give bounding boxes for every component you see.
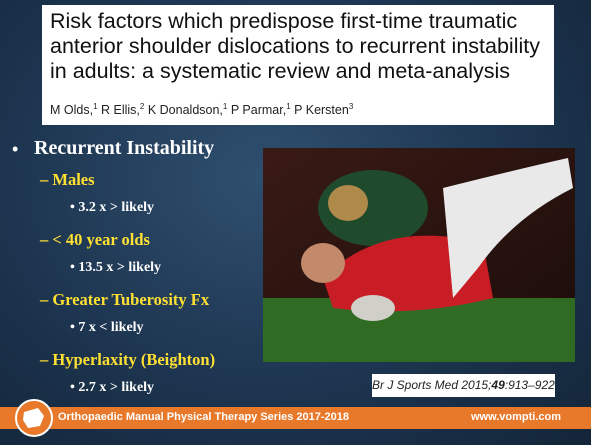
sub-bullet-label: Greater Tuberosity Fx	[52, 290, 209, 309]
author-name: R Ellis,	[101, 103, 140, 117]
author-name: P Kersten	[294, 103, 349, 117]
detail-bullet: • 13.5 x > likely	[70, 260, 161, 276]
sub-bullet-label: < 40 year olds	[52, 230, 150, 249]
sub-bullet: – Hyperlaxity (Beighton)	[40, 350, 215, 370]
footer-bar: Orthopaedic Manual Physical Therapy Seri…	[0, 407, 591, 429]
author-affiliation: 1	[286, 102, 290, 111]
author-affiliation: 1	[223, 102, 227, 111]
sub-bullet: – Males	[40, 170, 95, 190]
sub-bullet-label: Hyperlaxity (Beighton)	[52, 350, 215, 369]
footer-right: www.vompti.com	[471, 411, 561, 423]
citation-volume: 49	[491, 378, 504, 392]
author-name: P Parmar,	[231, 103, 286, 117]
bullet-dot: •	[12, 139, 18, 160]
slide: Risk factors which predispose first-time…	[0, 0, 591, 445]
author-name: M Olds,	[50, 103, 93, 117]
logo	[14, 398, 54, 438]
footer-left: Orthopaedic Manual Physical Therapy Seri…	[58, 411, 349, 423]
detail-bullet: • 2.7 x > likely	[70, 380, 154, 396]
citation: Br J Sports Med 2015;49:913–922.	[372, 374, 555, 397]
sub-bullet: – Greater Tuberosity Fx	[40, 290, 209, 310]
authors: M Olds,1 R Ellis,2 K Donaldson,1 P Parma…	[50, 102, 353, 117]
author-name: K Donaldson,	[148, 103, 223, 117]
sub-bullet-label: Males	[52, 170, 94, 189]
detail-text: 2.7 x > likely	[78, 380, 154, 395]
detail-text: 7 x < likely	[78, 320, 143, 335]
detail-text: 13.5 x > likely	[78, 260, 161, 275]
photo	[263, 148, 575, 362]
title-box: Risk factors which predispose first-time…	[42, 5, 554, 125]
bullet-heading: Recurrent Instability	[34, 137, 214, 160]
citation-journal: Br J Sports Med 2015;	[372, 378, 491, 392]
citation-pages: :913–922.	[505, 378, 558, 392]
author-affiliation: 1	[93, 102, 97, 111]
sub-bullet: – < 40 year olds	[40, 230, 150, 250]
paper-title: Risk factors which predispose first-time…	[50, 9, 550, 84]
detail-bullet: • 3.2 x > likely	[70, 200, 154, 216]
detail-text: 3.2 x > likely	[78, 200, 154, 215]
detail-bullet: • 7 x < likely	[70, 320, 144, 336]
author-affiliation: 3	[349, 102, 353, 111]
author-affiliation: 2	[140, 102, 144, 111]
